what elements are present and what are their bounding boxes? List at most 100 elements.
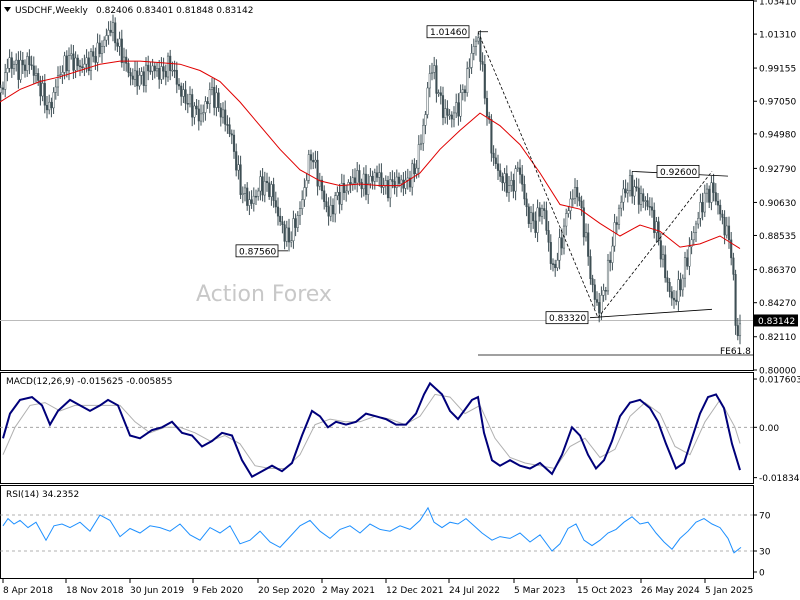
rsi-tick-label: 70 bbox=[759, 512, 771, 522]
price-candle bbox=[257, 187, 260, 201]
price-candle bbox=[474, 36, 478, 56]
price-candle bbox=[158, 60, 161, 89]
price-candle bbox=[582, 199, 585, 246]
price-candle bbox=[316, 151, 319, 196]
date-tick-label: 9 Feb 2020 bbox=[193, 586, 244, 596]
price-candle bbox=[567, 205, 570, 218]
price-candle bbox=[0, 84, 2, 103]
price-candle bbox=[314, 150, 317, 169]
price-candle bbox=[461, 84, 464, 101]
date-tick-label: 24 Jul 2022 bbox=[449, 586, 500, 596]
price-candle bbox=[560, 228, 563, 256]
watermark: Action Forex bbox=[196, 282, 332, 307]
price-candle bbox=[98, 34, 101, 58]
price-candle bbox=[668, 278, 671, 298]
price-candle bbox=[162, 57, 165, 80]
price-tick-label: 0.88535 bbox=[759, 232, 796, 242]
price-candle bbox=[279, 207, 282, 226]
price-candle bbox=[184, 80, 187, 111]
price-candle bbox=[342, 174, 346, 201]
price-candle bbox=[633, 179, 636, 205]
price-candle bbox=[518, 159, 522, 184]
price-candle bbox=[340, 173, 343, 211]
price-candle bbox=[276, 197, 280, 226]
price-candle bbox=[303, 178, 306, 207]
price-candle bbox=[136, 61, 139, 95]
price-candle bbox=[338, 183, 341, 214]
price-candle bbox=[133, 61, 137, 87]
price-candle bbox=[457, 93, 460, 126]
price-candle bbox=[701, 192, 704, 221]
price-candle bbox=[268, 176, 271, 200]
price-candle bbox=[320, 175, 324, 200]
price-candle bbox=[237, 155, 240, 180]
price-tick-label: 0.97050 bbox=[759, 98, 796, 108]
annotation-label: 1.01460 bbox=[430, 28, 467, 38]
price-candle bbox=[622, 180, 625, 211]
date-tick-label: 26 May 2024 bbox=[641, 586, 700, 596]
price-candle bbox=[301, 190, 304, 215]
price-candle bbox=[650, 197, 654, 218]
price-candle bbox=[686, 249, 689, 270]
price-candle bbox=[428, 65, 431, 98]
annotation-label: 0.83320 bbox=[549, 314, 586, 324]
price-candle bbox=[569, 191, 572, 220]
price-candle bbox=[39, 75, 42, 106]
price-candle bbox=[485, 90, 489, 126]
date-tick-label: 20 Sep 2020 bbox=[258, 586, 315, 596]
annotation-label: 0.92600 bbox=[660, 168, 697, 178]
price-candle bbox=[129, 67, 132, 86]
price-candle bbox=[325, 193, 328, 213]
price-candle bbox=[635, 177, 638, 192]
price-candle bbox=[103, 36, 106, 54]
rsi-tick-label: 30 bbox=[759, 548, 771, 558]
price-candle bbox=[298, 201, 302, 225]
price-candle bbox=[375, 165, 379, 183]
price-candle bbox=[679, 272, 682, 297]
price-candle bbox=[551, 258, 555, 272]
price-candle bbox=[435, 59, 438, 103]
price-candle bbox=[144, 57, 148, 93]
price-candle bbox=[111, 14, 115, 42]
price-candle bbox=[72, 44, 75, 80]
price-candle bbox=[389, 171, 392, 208]
price-candle bbox=[472, 38, 475, 61]
price-candle bbox=[450, 111, 453, 128]
date-tick-label: 12 Dec 2021 bbox=[386, 586, 444, 596]
price-candle bbox=[463, 85, 467, 102]
price-candle bbox=[712, 173, 715, 202]
price-candle bbox=[540, 204, 544, 225]
price-candle bbox=[393, 172, 396, 195]
price-candle bbox=[424, 110, 427, 135]
last-price-label: 0.83142 bbox=[758, 317, 795, 327]
price-candle bbox=[503, 167, 506, 192]
price-candle bbox=[15, 53, 18, 72]
price-candle bbox=[107, 21, 110, 45]
price-candle bbox=[571, 189, 574, 207]
price-candle bbox=[444, 99, 447, 124]
price-candle bbox=[345, 184, 348, 202]
price-candle bbox=[367, 174, 370, 204]
price-tick-label: 0.80000 bbox=[759, 367, 796, 377]
price-candle bbox=[532, 203, 535, 229]
price-candle bbox=[19, 50, 22, 83]
date-tick-label: 8 Apr 2018 bbox=[3, 586, 53, 596]
price-candle bbox=[483, 55, 486, 105]
price-candle bbox=[437, 89, 440, 97]
price-candle bbox=[512, 173, 515, 199]
price-candle bbox=[362, 167, 365, 197]
price-candle bbox=[417, 135, 420, 178]
price-candle bbox=[648, 197, 651, 216]
price-candle bbox=[664, 245, 667, 283]
price-candle bbox=[716, 193, 720, 215]
price-candle bbox=[620, 195, 623, 217]
trendline-up bbox=[597, 171, 713, 318]
dropdown-arrow-icon[interactable] bbox=[4, 7, 11, 12]
price-candle bbox=[545, 201, 548, 235]
price-candle bbox=[734, 269, 737, 335]
price-candle bbox=[661, 245, 665, 268]
price-annotation: 0.87560 bbox=[235, 244, 279, 257]
price-candle bbox=[380, 163, 383, 194]
price-candle bbox=[210, 78, 214, 96]
